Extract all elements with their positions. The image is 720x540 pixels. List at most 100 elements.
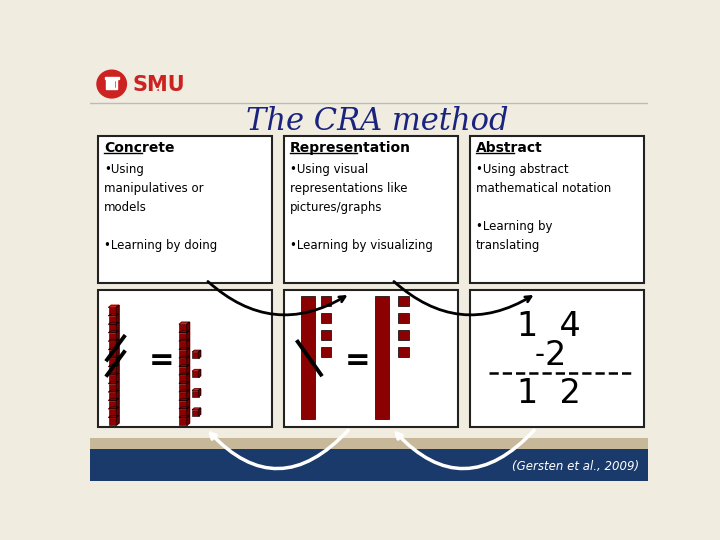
Bar: [321, 330, 331, 340]
Bar: [90, 449, 648, 511]
Bar: [301, 296, 315, 419]
Polygon shape: [179, 399, 189, 401]
Polygon shape: [187, 407, 189, 417]
Bar: [109, 307, 117, 315]
Bar: [109, 375, 117, 383]
Bar: [109, 392, 117, 400]
Polygon shape: [187, 415, 189, 425]
Text: 2: 2: [545, 339, 566, 372]
Bar: [179, 383, 187, 392]
Bar: [179, 375, 187, 383]
Bar: [107, 79, 108, 88]
Bar: [192, 372, 199, 377]
Bar: [109, 341, 117, 349]
Polygon shape: [109, 373, 119, 375]
Text: 1  4: 1 4: [517, 310, 581, 343]
Text: -: -: [535, 341, 545, 369]
Bar: [179, 409, 187, 417]
Bar: [179, 417, 187, 425]
Polygon shape: [117, 381, 119, 391]
Bar: [179, 367, 187, 374]
Polygon shape: [187, 330, 189, 340]
Polygon shape: [109, 348, 119, 350]
Polygon shape: [117, 322, 119, 332]
Polygon shape: [179, 381, 189, 383]
Text: =: =: [345, 347, 370, 375]
Bar: [109, 409, 117, 417]
Bar: [284, 136, 458, 284]
Polygon shape: [117, 348, 119, 357]
Bar: [109, 401, 117, 408]
Polygon shape: [192, 408, 201, 410]
Bar: [321, 296, 331, 306]
Bar: [398, 313, 408, 323]
Polygon shape: [109, 390, 119, 392]
Polygon shape: [109, 364, 119, 367]
Bar: [98, 289, 272, 427]
Polygon shape: [179, 390, 189, 392]
Polygon shape: [179, 356, 189, 358]
Polygon shape: [187, 364, 189, 374]
Polygon shape: [117, 356, 119, 366]
Text: •Using abstract
mathematical notation

•Learning by
translating: •Using abstract mathematical notation •L…: [476, 163, 611, 252]
Text: (Gersten et al., 2009): (Gersten et al., 2009): [512, 460, 639, 473]
Bar: [192, 390, 199, 397]
Polygon shape: [109, 399, 119, 401]
Bar: [398, 296, 408, 306]
Bar: [112, 79, 114, 88]
Polygon shape: [117, 373, 119, 383]
Polygon shape: [109, 381, 119, 383]
Polygon shape: [109, 305, 119, 307]
Bar: [109, 358, 117, 366]
Polygon shape: [192, 389, 201, 390]
Text: •Using visual
representations like
pictures/graphs

•Learning by visualizing: •Using visual representations like pictu…: [290, 163, 433, 252]
Polygon shape: [187, 356, 189, 366]
Bar: [398, 330, 408, 340]
Polygon shape: [179, 339, 189, 341]
Bar: [109, 325, 117, 332]
Polygon shape: [109, 415, 119, 417]
Bar: [98, 136, 272, 284]
Polygon shape: [109, 407, 119, 409]
Polygon shape: [117, 399, 119, 408]
Bar: [375, 296, 389, 419]
Polygon shape: [192, 350, 201, 352]
Polygon shape: [179, 415, 189, 417]
Text: SMU: SMU: [132, 75, 185, 95]
Bar: [179, 333, 187, 340]
Bar: [398, 347, 408, 356]
Text: =: =: [148, 347, 174, 375]
Polygon shape: [187, 390, 189, 400]
Ellipse shape: [97, 70, 127, 98]
Bar: [192, 410, 199, 416]
Bar: [107, 88, 117, 90]
Polygon shape: [187, 399, 189, 408]
Bar: [179, 392, 187, 400]
Bar: [179, 350, 187, 357]
Polygon shape: [187, 322, 189, 332]
Text: The CRA method: The CRA method: [246, 105, 508, 137]
Polygon shape: [179, 364, 189, 367]
Bar: [321, 347, 331, 356]
Bar: [469, 289, 644, 427]
Polygon shape: [187, 373, 189, 383]
Bar: [179, 341, 187, 349]
Polygon shape: [117, 415, 119, 425]
Polygon shape: [199, 389, 201, 397]
Bar: [179, 401, 187, 408]
Bar: [284, 289, 458, 427]
Polygon shape: [187, 339, 189, 349]
Bar: [109, 367, 117, 374]
Bar: [321, 313, 331, 323]
Polygon shape: [117, 407, 119, 417]
Polygon shape: [117, 364, 119, 374]
Polygon shape: [179, 348, 189, 350]
Polygon shape: [109, 330, 119, 333]
Bar: [179, 325, 187, 332]
Polygon shape: [187, 348, 189, 357]
Text: .: .: [155, 80, 159, 94]
Polygon shape: [187, 381, 189, 391]
Polygon shape: [117, 305, 119, 315]
Polygon shape: [179, 373, 189, 375]
Bar: [104, 77, 119, 79]
